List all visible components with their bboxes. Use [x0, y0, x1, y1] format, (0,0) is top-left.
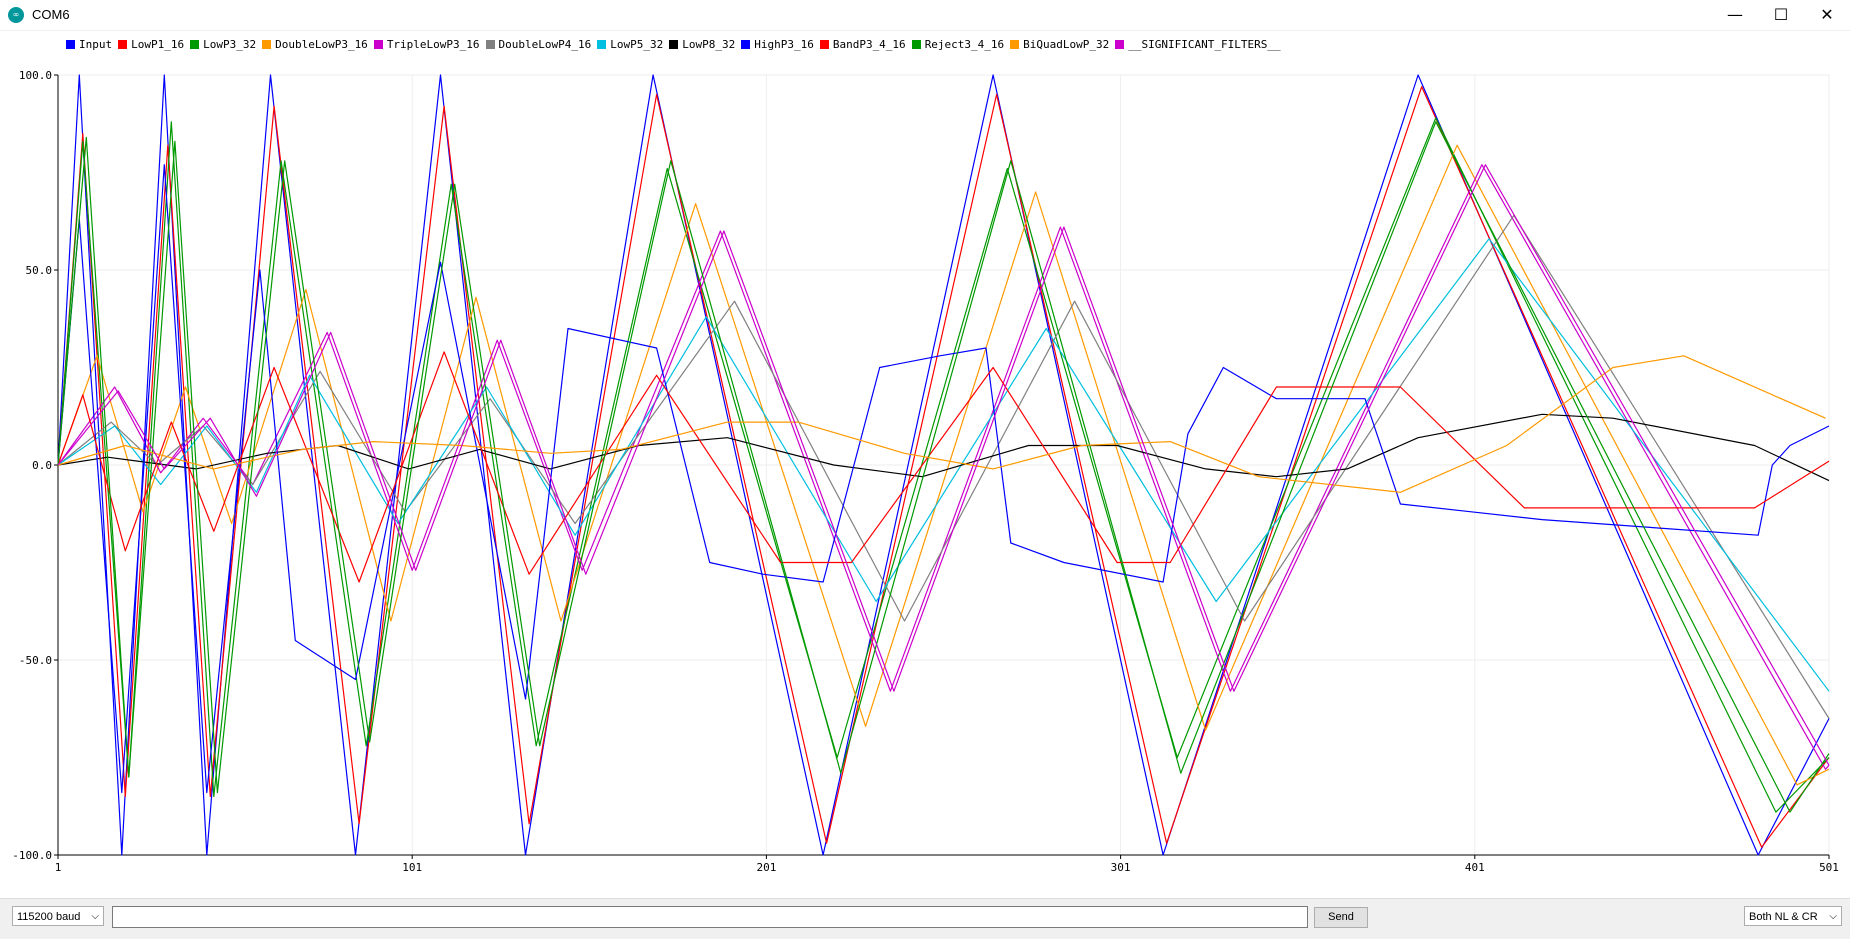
y-tick-label: 50.0 — [26, 264, 53, 277]
legend-label: DoubleLowP3_16 — [275, 37, 368, 51]
legend-label: Reject3_4_16 — [924, 37, 1005, 51]
legend-item: TripleLowP3_16 — [373, 37, 480, 51]
series-line-doublelowp3-16 — [57, 144, 1830, 786]
chevron-down-icon: ⌵ — [91, 911, 99, 922]
series-line-bandp3-4-16 — [57, 351, 1830, 583]
send-button[interactable]: Send — [1314, 907, 1368, 928]
series-line-lowp1-16 — [57, 86, 1830, 848]
series-line-lowp5-32 — [57, 238, 1830, 692]
legend-swatch — [819, 39, 829, 49]
legend-label: BiQuadLowP_32 — [1023, 37, 1110, 51]
series-line-triplelowp3-16 — [57, 164, 1830, 770]
line-ending-value: Both NL & CR — [1749, 911, 1818, 923]
legend-label: DoubleLowP4_16 — [498, 37, 592, 51]
legend-swatch — [373, 39, 383, 49]
minimize-button[interactable]: — — [1727, 5, 1743, 24]
legend-label: Input — [79, 37, 113, 51]
x-tick-label: 301 — [1111, 861, 1131, 874]
legend-label: LowP5_32 — [610, 37, 664, 51]
arduino-icon: ∞ — [8, 7, 24, 23]
x-tick-label: 501 — [1819, 861, 1839, 874]
x-tick-label: 201 — [756, 861, 776, 874]
legend-item: DoubleLowP4_16 — [485, 37, 592, 51]
y-tick-label: 0.0 — [32, 459, 52, 472]
legend-swatch — [741, 39, 751, 49]
baud-rate-value: 115200 baud — [17, 911, 81, 923]
legend-label: LowP3_32 — [203, 37, 257, 51]
close-button[interactable]: ✕ — [1820, 5, 1834, 24]
message-input[interactable] — [112, 906, 1308, 928]
x-tick-label: 1 — [55, 861, 62, 874]
series-line-highp3-16 — [57, 164, 1830, 794]
line-ending-select[interactable]: Both NL & CR ⌵ — [1744, 906, 1842, 926]
legend-item: __SIGNIFICANT_FILTERS__ — [1115, 37, 1281, 51]
series-line-input — [57, 74, 1830, 856]
title-bar: ∞ COM6 — ☐ ✕ — [0, 0, 1850, 31]
legend-swatch — [485, 39, 495, 49]
y-tick-label: -100.0 — [12, 849, 52, 862]
window-title: COM6 — [32, 7, 70, 22]
x-tick-label: 101 — [402, 861, 422, 874]
maximize-button[interactable]: ☐ — [1773, 5, 1789, 24]
series-line-lowp3-32 — [57, 117, 1830, 813]
legend-swatch — [66, 39, 75, 49]
legend-swatch — [1010, 39, 1020, 49]
chevron-down-icon: ⌵ — [1829, 911, 1837, 922]
legend-swatch — [118, 39, 128, 49]
legend-item: Reject3_4_16 — [911, 37, 1005, 51]
legend-label: LowP8_32 — [682, 37, 736, 51]
legend-item: LowP8_32 — [669, 38, 735, 51]
legend-item: HighP3_16 — [741, 38, 814, 51]
y-tick-label: 100.0 — [19, 69, 52, 82]
legend-swatch — [669, 39, 679, 49]
legend-label: LowP1_16 — [131, 37, 185, 51]
legend-swatch — [190, 39, 200, 49]
legend-label: TripleLowP3_16 — [386, 37, 480, 51]
legend-label: BandP3_4_16 — [832, 37, 906, 51]
legend-item: BiQuadLowP_32 — [1010, 38, 1109, 51]
legend-label: __SIGNIFICANT_FILTERS__ — [1128, 37, 1281, 51]
series-line-doublelowp4-16 — [57, 214, 1830, 719]
series-line-biquadlowp-32 — [57, 355, 1826, 493]
legend-item: Input — [66, 38, 112, 51]
legend-item: LowP5_32 — [597, 38, 663, 51]
chart-legend: Input LowP1_16 LowP3_32 DoubleLowP3_16 Tripl… — [66, 36, 1287, 52]
legend-swatch — [1115, 39, 1125, 49]
y-tick-label: -50.0 — [19, 654, 52, 667]
legend-item: BandP3_4_16 — [819, 37, 906, 51]
legend-swatch — [911, 39, 921, 49]
legend-item: DoubleLowP3_16 — [262, 38, 368, 51]
legend-item: LowP3_32 — [190, 38, 256, 51]
legend-item: LowP1_16 — [118, 38, 184, 51]
legend-label: HighP3_16 — [754, 37, 814, 51]
baud-rate-select[interactable]: 115200 baud ⌵ — [12, 906, 104, 926]
x-tick-label: 401 — [1465, 861, 1485, 874]
legend-swatch — [262, 39, 272, 49]
serial-plotter-chart: 100.0 50.0 0.0 -50.0 -100.01 101 201 301 401 501 — [12, 69, 1839, 874]
legend-swatch — [597, 39, 607, 49]
series-line-reject3-4-16 — [57, 121, 1830, 813]
series-line-significant-filters — [57, 164, 1830, 766]
